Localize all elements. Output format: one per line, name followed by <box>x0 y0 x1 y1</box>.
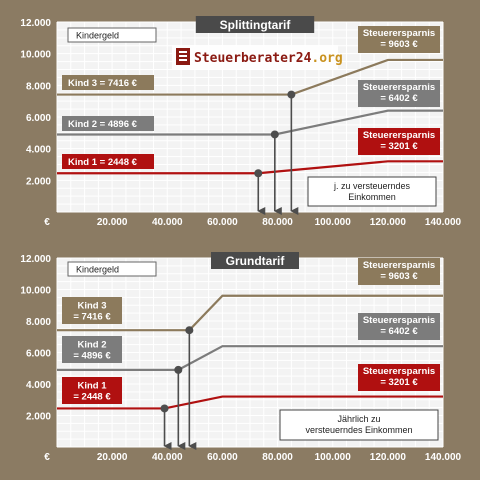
y-tick-label: 10.000 <box>20 286 51 297</box>
series-name-label: Kind 1 = 2448 € <box>68 157 138 168</box>
x-tick-label: 140.000 <box>425 217 462 228</box>
marker-point-kind3 <box>185 326 194 335</box>
x-tick-label: 20.000 <box>97 452 128 463</box>
x-tick-label: 20.000 <box>97 217 128 228</box>
x-tick-label: 80.000 <box>262 452 293 463</box>
chart-title-box <box>195 16 315 33</box>
y-tick-label: 2.000 <box>26 412 51 423</box>
series-name-box-kind1 <box>62 154 154 169</box>
y-tick-label: 2.000 <box>26 176 51 187</box>
x-tick-label: 40.000 <box>152 452 183 463</box>
y-tick-label: 8.000 <box>26 81 51 92</box>
axis-note-label: Einkommen <box>348 192 396 202</box>
logo-text: Steuerberater24.org <box>194 51 343 66</box>
savings-label: = 3201 € <box>380 377 418 388</box>
y-tick-label: 8.000 <box>26 317 51 328</box>
y-tick-label: 12.000 <box>20 18 51 29</box>
series-name-box-kind1 <box>62 377 122 404</box>
chart-panel-1: 2.000 4.000 6.000 8.000 10.000 12.000 € 20.000 4… <box>20 16 462 228</box>
x-tick-label: 100.000 <box>315 217 352 228</box>
series-line-kind3 <box>57 294 443 332</box>
x-tick-label: 120.000 <box>370 217 407 228</box>
series-name-label: = 4896 € <box>73 351 111 362</box>
savings-label: Steuerersparnis <box>363 28 435 39</box>
axis-note-label: j. zu versteuerndes <box>333 181 411 191</box>
series-line-kind2 <box>57 109 443 136</box>
chart-panel-2: 2.000 4.000 6.000 8.000 10.000 12.000 € 20.000 4… <box>20 252 462 463</box>
series-name-label: Kind 2 <box>77 340 106 351</box>
savings-label: = 3201 € <box>380 141 418 152</box>
savings-box-kind2 <box>358 80 440 107</box>
x-tick-label: 80.000 <box>262 217 293 228</box>
series-name-label: = 2448 € <box>73 392 111 403</box>
axis-note-label: Jährlich zu <box>337 414 380 424</box>
y-tick-label: 10.000 <box>20 50 51 61</box>
savings-label: Steuerersparnis <box>363 366 435 377</box>
x-tick-label: 120.000 <box>370 452 407 463</box>
savings-label: = 9603 € <box>380 271 418 282</box>
savings-box-kind3 <box>358 26 440 53</box>
marker-point-kind1 <box>160 404 169 413</box>
series-name-box-kind2 <box>62 116 154 131</box>
chart-title: Splittingtarif <box>220 18 292 32</box>
savings-label: Steuerersparnis <box>363 315 435 326</box>
series-name-label: Kind 3 = 7416 € <box>68 78 138 89</box>
series-name-box-kind3 <box>62 297 122 324</box>
series-line-kind3 <box>57 58 443 96</box>
x-tick-label: € <box>44 217 50 228</box>
savings-label: = 6402 € <box>380 93 418 104</box>
savings-label: = 9603 € <box>380 39 418 50</box>
series-line-kind2 <box>57 345 443 371</box>
marker-point-kind2 <box>270 130 279 139</box>
legend-box <box>67 261 157 277</box>
legend-box-label: Kindergeld <box>76 31 119 41</box>
legend-box-label: Kindergeld <box>76 265 119 275</box>
series-name-label: Kind 1 <box>77 381 107 392</box>
series-name-label: = 7416 € <box>73 312 111 323</box>
x-tick-label: 60.000 <box>207 452 238 463</box>
x-tick-label: 140.000 <box>425 452 462 463</box>
legend-box <box>67 27 157 43</box>
y-tick-label: 4.000 <box>26 380 51 391</box>
series-name-label: Kind 2 = 4896 € <box>68 119 138 130</box>
marker-point-kind1 <box>254 169 263 178</box>
series-name-box-kind2 <box>62 336 122 363</box>
series-line-kind1 <box>57 160 443 175</box>
y-tick-label: 12.000 <box>20 254 51 265</box>
x-tick-label: 100.000 <box>315 452 352 463</box>
savings-box-kind1 <box>358 128 440 155</box>
savings-box-kind2 <box>358 313 440 340</box>
axis-note-box <box>279 409 439 441</box>
savings-label: Steuerersparnis <box>363 130 435 141</box>
chart-title: Grundtarif <box>226 254 286 268</box>
series-line-kind1 <box>57 395 443 410</box>
x-tick-label: € <box>44 452 50 463</box>
steuerberater24-logo: Steuerberater24.org <box>172 45 343 69</box>
series-name-box-kind3 <box>62 75 154 90</box>
series-name-label: Kind 3 <box>77 301 106 312</box>
axis-note-label: versteuerndes Einkommen <box>305 425 412 435</box>
y-tick-label: 4.000 <box>26 145 51 156</box>
savings-label: = 6402 € <box>380 326 418 337</box>
savings-box-kind3 <box>358 258 440 285</box>
savings-box-kind1 <box>358 364 440 391</box>
x-tick-label: 40.000 <box>152 217 183 228</box>
chart-title-box <box>211 252 299 269</box>
x-tick-label: 60.000 <box>207 217 238 228</box>
savings-label: Steuerersparnis <box>363 260 435 271</box>
marker-point-kind2 <box>174 365 183 374</box>
savings-label: Steuerersparnis <box>363 82 435 93</box>
y-tick-label: 6.000 <box>26 113 51 124</box>
y-tick-label: 6.000 <box>26 349 51 360</box>
axis-note-box <box>307 176 437 207</box>
marker-point-kind3 <box>287 90 296 99</box>
